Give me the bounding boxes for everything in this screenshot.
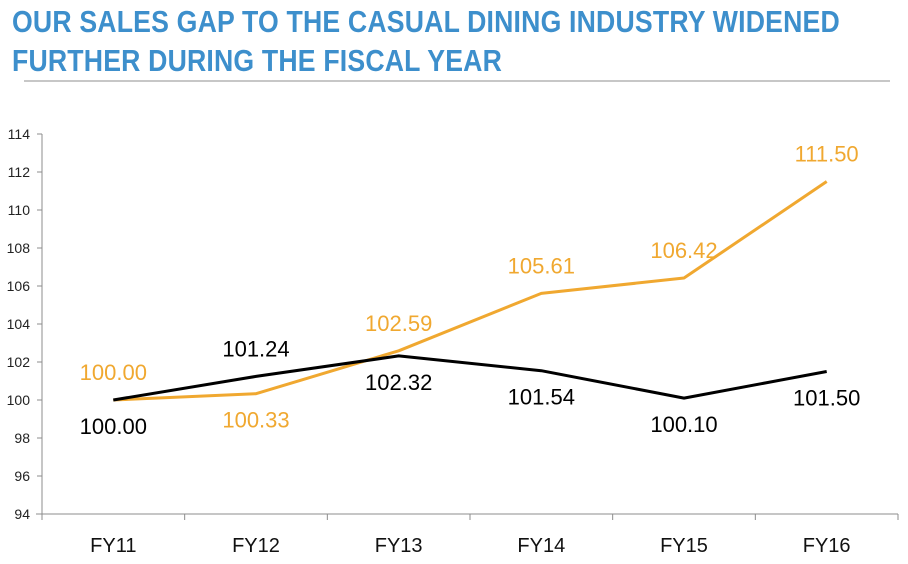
x-category-label: FY14 bbox=[517, 535, 565, 557]
series-lines bbox=[113, 180, 828, 402]
chart-title-line-2: FURTHER DURING THE FISCAL YEAR bbox=[12, 43, 503, 78]
y-tick-label: 114 bbox=[8, 126, 31, 142]
data-labels: 100.00 100.33 102.59 105.61 106.42 111.50 100.… bbox=[80, 142, 861, 440]
y-tick-label: 94 bbox=[14, 506, 30, 522]
y-tick-label: 112 bbox=[8, 164, 31, 180]
orange-series-data-label: 106.42 bbox=[650, 238, 717, 263]
chart-title-line-1: OUR SALES GAP TO THE CASUAL DINING INDUS… bbox=[12, 4, 840, 39]
orange-series-data-label: 105.61 bbox=[508, 253, 575, 278]
orange-series-data-label: 100.33 bbox=[222, 408, 289, 433]
black-series-data-label: 101.50 bbox=[793, 386, 860, 411]
chart-title: OUR SALES GAP TO THE CASUAL DINING INDUS… bbox=[12, 2, 840, 80]
y-tick-label: 98 bbox=[14, 430, 30, 446]
orange-series-data-label: 102.59 bbox=[365, 311, 432, 336]
axes: 94 96 98 100 102 104 106 108 110 112 114 FY11 FY12 FY… bbox=[7, 126, 899, 557]
x-category-label: FY16 bbox=[803, 535, 851, 557]
x-category-label: FY15 bbox=[660, 535, 708, 557]
black-series-line bbox=[113, 354, 827, 402]
orange-series-data-label: 111.50 bbox=[795, 142, 859, 167]
x-category-label: FY12 bbox=[232, 535, 280, 557]
orange-series-data-label: 100.00 bbox=[80, 360, 147, 385]
black-series-data-label: 100.10 bbox=[650, 412, 717, 437]
y-tick-label: 108 bbox=[7, 240, 31, 256]
y-tick-label: 104 bbox=[7, 316, 31, 332]
orange-series-line bbox=[113, 180, 828, 402]
y-tick-label: 106 bbox=[7, 278, 31, 294]
black-series-data-label: 101.24 bbox=[222, 336, 289, 361]
y-tick-label: 100 bbox=[7, 392, 31, 408]
title-divider bbox=[24, 80, 890, 82]
x-category-label: FY11 bbox=[90, 535, 136, 557]
y-tick-label: 96 bbox=[14, 468, 30, 484]
black-series-data-label: 101.54 bbox=[508, 385, 575, 410]
black-series-data-label: 102.32 bbox=[365, 370, 432, 395]
black-series-data-label: 100.00 bbox=[80, 414, 147, 439]
x-category-label: FY13 bbox=[375, 535, 423, 557]
y-tick-label: 102 bbox=[7, 354, 31, 370]
y-tick-label: 110 bbox=[8, 202, 31, 218]
